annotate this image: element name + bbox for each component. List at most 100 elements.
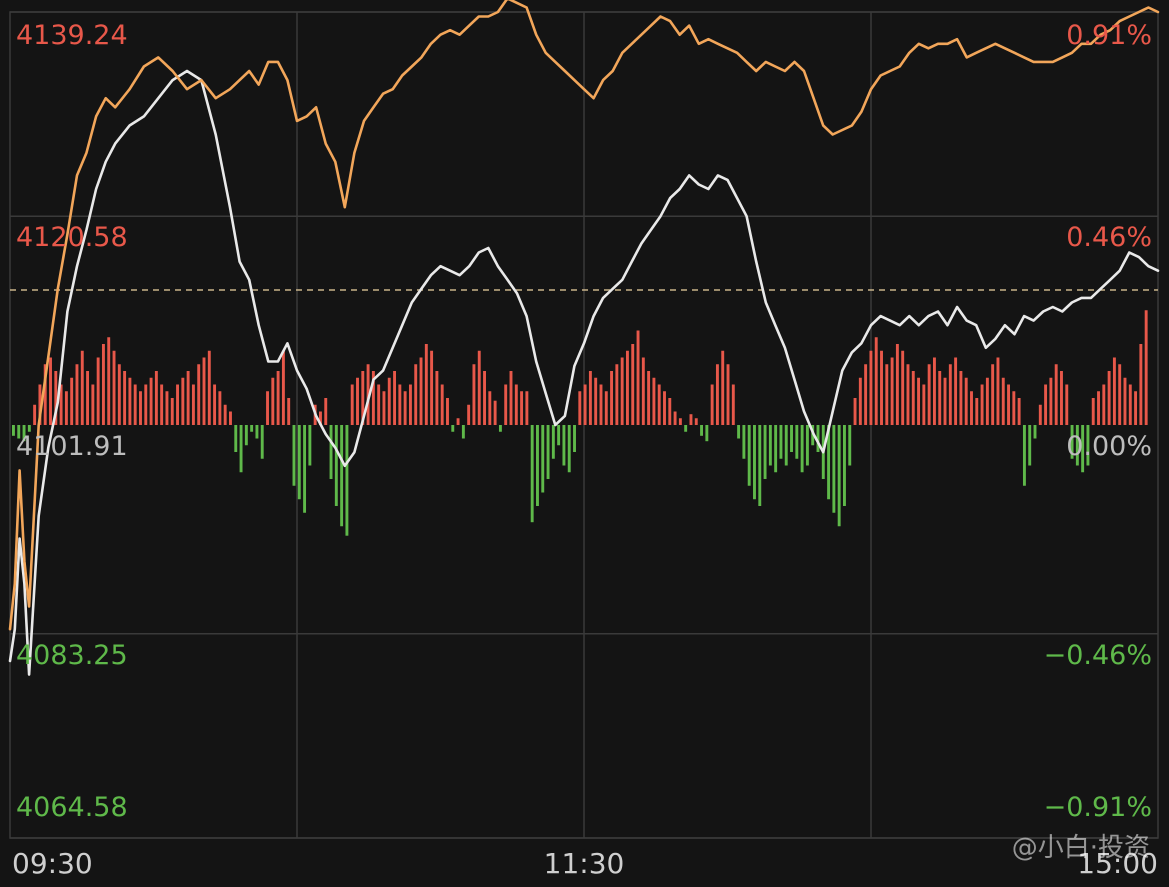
- volume-bar: [1033, 425, 1037, 439]
- volume-bar: [795, 425, 799, 459]
- volume-bar: [139, 391, 142, 425]
- volume-bar: [864, 364, 868, 425]
- volume-bar: [737, 425, 741, 439]
- volume-bar: [197, 364, 201, 425]
- volume-bar: [1017, 398, 1021, 425]
- volume-bar: [573, 425, 576, 452]
- y-axis-right: 0.91% 0.46% 0.00% −0.46% −0.91%: [1044, 20, 1152, 823]
- volume-bar: [345, 425, 349, 536]
- volume-bar: [964, 377, 968, 425]
- volume-bar: [546, 425, 550, 479]
- volume-bar: [43, 364, 47, 425]
- volume-bar: [371, 371, 375, 425]
- volume-bar: [213, 384, 217, 425]
- volume-bar: [805, 425, 809, 466]
- volume-bar: [1054, 364, 1058, 425]
- volume-bar: [419, 357, 423, 425]
- volume-bar: [319, 411, 322, 425]
- volume-bar: [186, 371, 190, 425]
- volume-bar: [408, 384, 412, 425]
- volume-bar: [49, 357, 52, 425]
- volume-bar: [588, 371, 592, 425]
- volume-bar: [1118, 364, 1122, 425]
- volume-bar: [334, 425, 338, 506]
- volume-bar: [387, 377, 391, 425]
- volume-bar: [551, 425, 555, 459]
- volume-bar: [922, 384, 926, 425]
- volume-bar: [260, 425, 264, 459]
- volume-bar: [446, 398, 449, 425]
- volume-bar: [673, 411, 677, 425]
- volume-bar: [366, 364, 370, 425]
- volume-bar: [424, 344, 428, 425]
- grid-lines: [9, 11, 1159, 839]
- volume-bar: [493, 400, 497, 425]
- volume-bar: [768, 425, 772, 466]
- volume-bar: [832, 425, 836, 513]
- volume-bar: [763, 425, 767, 479]
- volume-bar: [816, 425, 820, 452]
- volume-bar: [64, 391, 68, 425]
- volume-bar: [715, 364, 719, 425]
- volume-bar: [17, 425, 21, 439]
- volume-bar: [843, 425, 846, 506]
- volume-bar: [758, 425, 762, 506]
- volume-bar: [567, 425, 571, 473]
- volume-bar: [1070, 425, 1074, 459]
- volume-bar: [223, 404, 227, 425]
- volume-bar: [615, 364, 619, 425]
- volume-bar: [234, 425, 238, 452]
- volume-bar: [12, 425, 15, 436]
- volume-bar: [229, 411, 232, 425]
- volume-bar: [694, 418, 698, 425]
- volume-bar: [160, 384, 164, 425]
- volume-bar: [1134, 391, 1138, 425]
- volume-bar: [1038, 404, 1042, 425]
- volume-bar: [880, 350, 883, 425]
- volume-bar: [1060, 371, 1063, 425]
- volume-bar: [498, 425, 502, 432]
- volume-bar: [800, 425, 804, 473]
- volume-bar: [652, 377, 656, 425]
- volume-bar: [932, 357, 936, 425]
- volume-bar: [663, 391, 666, 425]
- volume-bar: [970, 391, 973, 425]
- volume-bar: [620, 357, 624, 425]
- volume-bar: [271, 377, 275, 425]
- volume-bar: [382, 391, 386, 425]
- volume-bar: [1001, 377, 1005, 425]
- volume-bar: [144, 384, 148, 425]
- volume-bar: [874, 337, 878, 425]
- volume-bar: [885, 364, 889, 425]
- volume-bar: [75, 364, 79, 425]
- volume-bar: [292, 425, 296, 486]
- volume-bar: [250, 425, 254, 432]
- volume-bar: [340, 425, 344, 527]
- volume-bar: [477, 350, 481, 425]
- volume-bar: [80, 350, 84, 425]
- volume-bar: [625, 350, 629, 425]
- volume-bar: [541, 425, 545, 493]
- volume-bar: [747, 425, 751, 486]
- volume-bar: [917, 377, 921, 425]
- volume-bar: [1049, 377, 1053, 425]
- volume-bar: [33, 404, 37, 425]
- volume-bar: [91, 384, 95, 425]
- volume-bar: [869, 350, 873, 425]
- volume-bar: [1091, 398, 1095, 425]
- volume-bar: [514, 384, 518, 425]
- volume-bar: [721, 350, 725, 425]
- volume-bar: [101, 344, 105, 425]
- volume-bars: [12, 310, 1148, 536]
- volume-bar: [731, 384, 735, 425]
- volume-bar: [1086, 425, 1090, 466]
- volume-bar: [117, 364, 121, 425]
- volume-bar: [684, 425, 688, 432]
- volume-bar: [1044, 384, 1048, 425]
- volume-bar: [54, 371, 58, 425]
- volume-bar: [128, 377, 132, 425]
- volume-bar: [154, 371, 158, 425]
- volume-bar: [276, 371, 280, 425]
- volume-bar: [657, 384, 661, 425]
